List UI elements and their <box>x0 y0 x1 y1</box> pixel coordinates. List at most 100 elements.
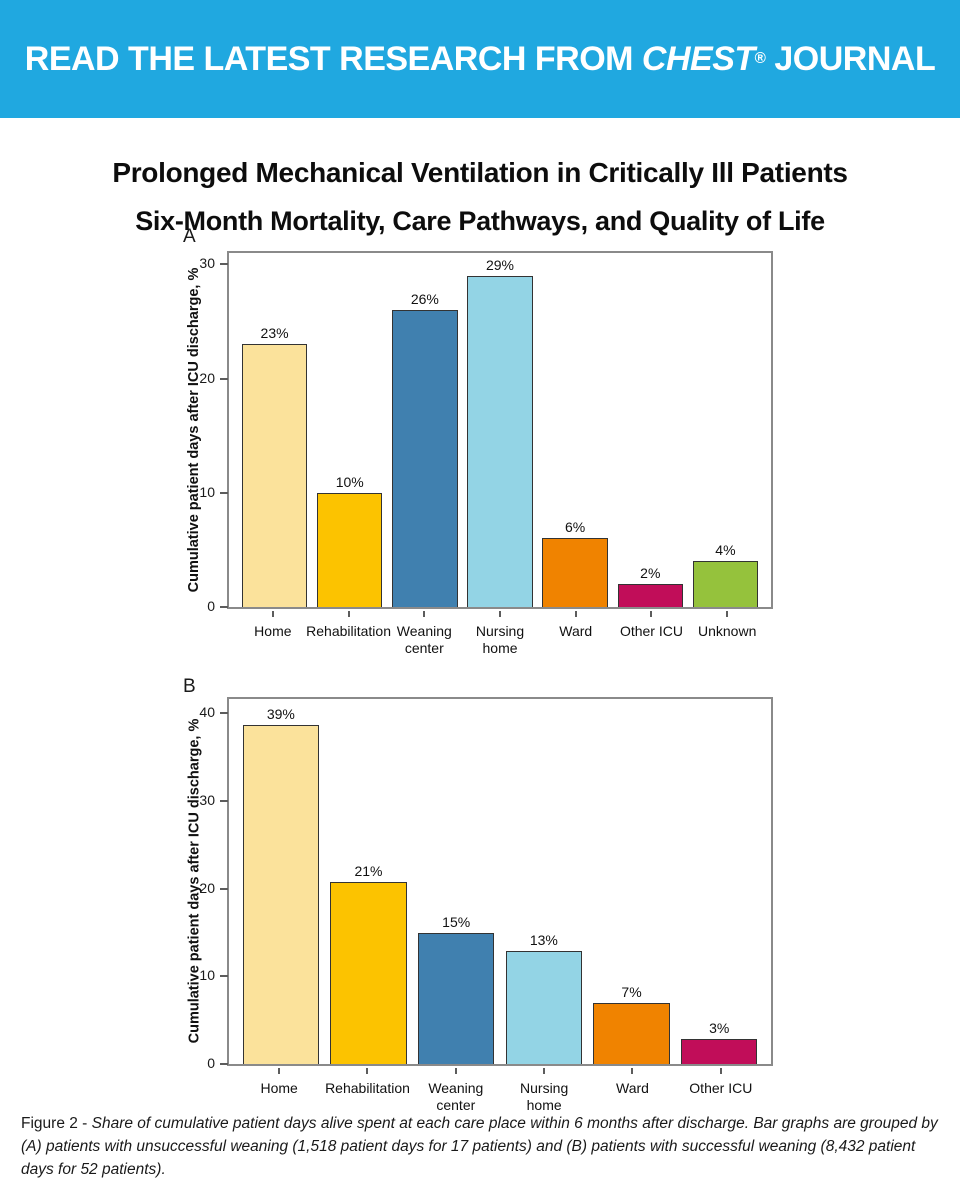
category-label: Unknown <box>697 623 757 639</box>
category-label: Home <box>254 623 292 639</box>
category-label: Rehabilitation <box>325 1080 410 1096</box>
journal-name: CHEST <box>641 39 755 78</box>
y-axis-tick: 20 <box>199 880 228 896</box>
y-axis-tick: 0 <box>207 598 228 614</box>
bar-ward <box>542 538 608 607</box>
category-label: Nursing home <box>520 1080 569 1113</box>
y-axis-tick-label: 20 <box>199 369 215 386</box>
bar-value-label: 6% <box>565 519 586 536</box>
category-label: Other ICU <box>689 1080 753 1096</box>
bar-slot: 23% <box>237 253 312 607</box>
plot-area-b: 0 10 20 30 40 39% 21% 15% 13% 7% 3% <box>199 697 773 1071</box>
y-axis-tick-label: 10 <box>199 967 215 984</box>
y-axis-tick-label: 30 <box>199 255 215 272</box>
y-axis-label-a: Cumulative patient days after ICU discha… <box>186 267 202 593</box>
bar-rehabilitation <box>330 881 407 1064</box>
bar-value-label: 39% <box>266 706 295 723</box>
category-label: Other ICU <box>619 623 683 639</box>
bar-slot: 4% <box>688 253 763 607</box>
bar-slot: 15% <box>412 699 500 1064</box>
bar-value-label: 29% <box>485 256 514 273</box>
x-slot: Ward <box>538 611 614 657</box>
y-axis-tick: 30 <box>199 256 228 272</box>
x-axis-tick <box>347 611 350 617</box>
bar-value-label: 10% <box>335 473 364 490</box>
article-title-line1: Prolonged Mechanical Ventilation in Crit… <box>112 156 848 188</box>
bar-nursing-home <box>505 950 582 1064</box>
bar-slot: 6% <box>538 253 613 607</box>
figure-caption-body: Share of cumulative patient days alive s… <box>21 1115 938 1178</box>
bar-slot: 7% <box>588 699 676 1064</box>
y-axis-tick-label: 0 <box>207 598 215 615</box>
figure-caption: Figure 2 - Share of cumulative patient d… <box>21 1112 939 1181</box>
banner-text-suffix: JOURNAL <box>765 39 936 78</box>
category-label: Weaning center <box>428 1080 484 1113</box>
category-label: Ward <box>616 1080 649 1096</box>
bar-value-label: 4% <box>715 542 736 559</box>
x-axis-labels-b: Home Rehabilitation Weaning center Nursing ho… <box>227 1068 773 1114</box>
category-label: Home <box>260 1080 298 1096</box>
bar-value-label: 15% <box>442 914 471 931</box>
bar-value-label: 2% <box>640 565 661 582</box>
x-slot: Nursing home <box>462 611 538 657</box>
y-axis-tick-label: 30 <box>199 791 215 808</box>
bar-slot: 2% <box>613 253 688 607</box>
y-axis-tick: 40 <box>199 704 228 720</box>
x-axis-tick <box>366 1068 369 1074</box>
x-axis-tick <box>271 611 274 617</box>
panel-label-b: B <box>183 676 196 697</box>
x-axis-tick <box>574 611 577 617</box>
bar-slot: 29% <box>462 253 537 607</box>
bar-value-label: 26% <box>410 291 439 308</box>
category-label: Ward <box>559 623 593 639</box>
y-axis-tick: 20 <box>199 370 228 386</box>
bar-ward <box>593 1003 670 1064</box>
y-axis-tick: 30 <box>199 792 228 808</box>
x-slot: Other ICU <box>677 1068 765 1114</box>
x-axis-tick <box>631 1068 634 1074</box>
category-label: Nursing home <box>475 623 525 656</box>
y-axis-tick: 10 <box>199 967 228 983</box>
bar-value-label: 13% <box>529 931 558 948</box>
x-axis-tick <box>278 1068 281 1074</box>
x-slot: Weaning center <box>386 611 462 657</box>
plot-area-a: 0 10 20 30 23% 10% 26% 29% 6% 2% 4% <box>199 251 773 614</box>
bar-home <box>241 344 308 607</box>
banner: READ THE LATEST RESEARCH FROM CHEST ® JOU… <box>0 0 960 118</box>
banner-text-prefix: READ THE LATEST RESEARCH FROM <box>24 39 642 78</box>
y-axis-tick: 0 <box>207 1055 228 1071</box>
bar-home <box>242 725 319 1064</box>
chart-panel-a: A Cumulative patient days after ICU disc… <box>0 225 960 670</box>
x-slot: Rehabilitation <box>323 1068 411 1114</box>
y-axis-tick: 10 <box>199 484 228 500</box>
y-axis-tick-label: 0 <box>207 1055 215 1072</box>
x-slot: Other ICU <box>614 611 690 657</box>
bar-weaning-center <box>392 310 458 607</box>
chart-panel-b: B Cumulative patient days after ICU disc… <box>0 675 960 1120</box>
y-axis-tick-label: 20 <box>199 879 215 896</box>
bar-value-label: 23% <box>260 325 289 342</box>
x-slot: Ward <box>588 1068 676 1114</box>
x-slot: Nursing home <box>500 1068 588 1114</box>
bar-slot: 26% <box>387 253 462 607</box>
bar-slot: 3% <box>675 699 763 1064</box>
x-axis-labels-a: Home Rehabilitation Weaning center Nursing ho… <box>227 611 773 657</box>
x-slot: Rehabilitation <box>306 611 391 657</box>
y-axis-tick-label: 10 <box>199 484 215 501</box>
x-slot: Unknown <box>689 611 765 657</box>
x-slot: Home <box>235 1068 323 1114</box>
y-axis-tick-label: 40 <box>199 704 215 721</box>
bar-slot: 39% <box>237 699 325 1064</box>
x-axis-tick <box>454 1068 457 1074</box>
x-slot: Weaning center <box>412 1068 500 1114</box>
bar-value-label: 21% <box>354 862 383 879</box>
bar-slot: 13% <box>500 699 588 1064</box>
x-slot: Home <box>235 611 311 657</box>
x-axis-tick <box>650 611 653 617</box>
x-axis-tick <box>726 611 729 617</box>
x-axis-tick <box>543 1068 546 1074</box>
bar-slot: 21% <box>325 699 413 1064</box>
bar-slot: 10% <box>312 253 387 607</box>
bar-value-label: 3% <box>709 1019 730 1036</box>
